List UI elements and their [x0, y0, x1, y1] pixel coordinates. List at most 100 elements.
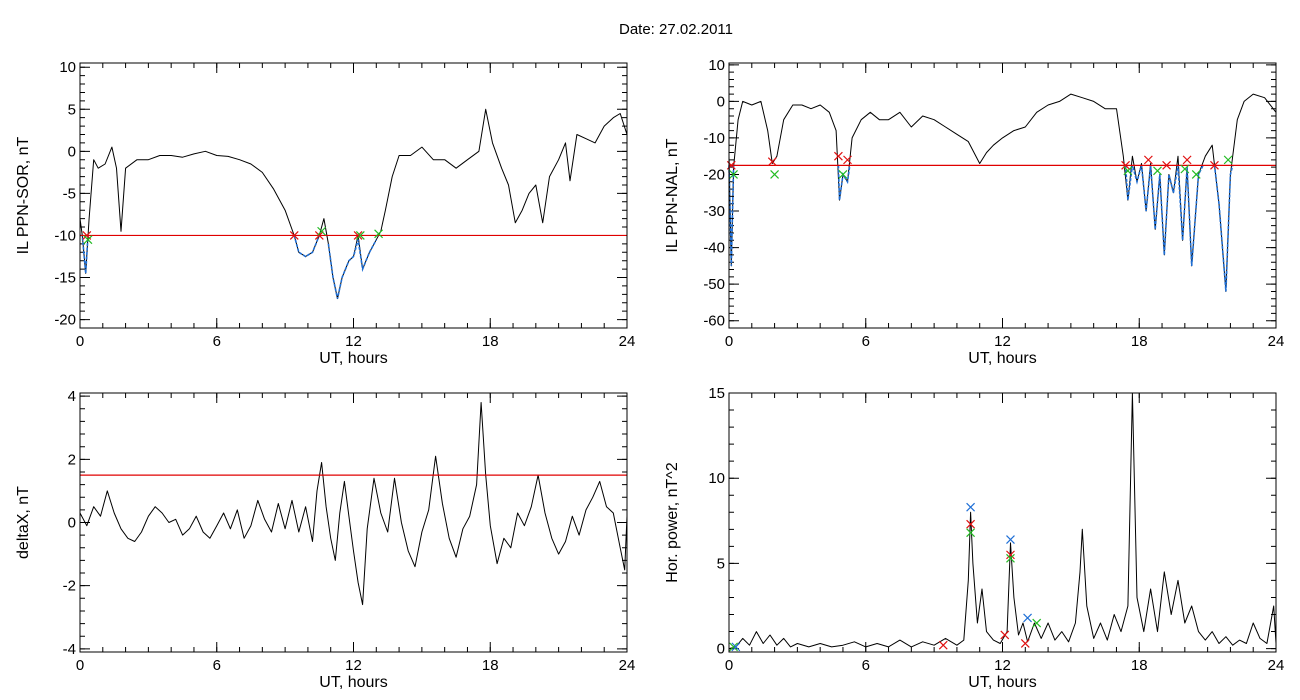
marker-blue: [1006, 535, 1015, 544]
panel-il-ppn-nal: 0 6 12 18 24 10 0 -10 -20 -30 -40 -50 -60 UT, hours IL…: [664, 57, 1284, 367]
marker-green: [770, 170, 780, 179]
marker-blue: [1023, 613, 1032, 623]
y-tick-label: -30: [703, 203, 725, 220]
marker-red: [1006, 550, 1015, 560]
x-tick-label: 12: [345, 657, 362, 674]
x-tick-label: 0: [76, 333, 84, 350]
x-tick-label: 6: [862, 657, 870, 674]
x-axis-label: UT, hours: [968, 674, 1036, 691]
plot-frame: [728, 392, 1277, 653]
marker-red: [767, 157, 777, 167]
y-tick-label: -50: [703, 276, 725, 293]
y-tick-label: -20: [54, 312, 76, 329]
x-axis-label: UT, hours: [319, 674, 387, 691]
x-tick-label: 24: [1268, 657, 1285, 674]
marker-green: [317, 226, 327, 236]
x-axis-label: UT, hours: [968, 350, 1036, 367]
y-axis-label: IL PPN-SOR, nT: [15, 136, 32, 254]
below-threshold-segment: [837, 165, 851, 201]
x-tick-label: 24: [619, 657, 636, 674]
y-tick-label: -10: [703, 130, 725, 147]
plot-frame: [79, 392, 628, 653]
y-axis-label: IL PPN-NAL, nT: [664, 138, 681, 252]
panel-deltax: 0 6 12 18 24 4 2 0 -2 -4 UT, hours deltaX, nT: [15, 388, 635, 691]
y-tick-label: -4: [63, 641, 76, 658]
marker-red: [1000, 630, 1010, 640]
data-trace: [728, 93, 1277, 292]
y-tick-label: 5: [68, 101, 76, 118]
marker-red: [938, 640, 948, 650]
marker-red: [1143, 155, 1153, 165]
marker-blue: [966, 502, 976, 512]
marker-green: [355, 231, 365, 240]
marker-green: [966, 528, 976, 538]
marker-red: [966, 519, 976, 529]
plot-frame: [728, 62, 1277, 329]
y-tick-label: -2: [63, 578, 76, 595]
marker-green: [729, 170, 738, 179]
x-tick-label: 18: [482, 657, 499, 674]
plot-frame: [79, 62, 628, 329]
y-axis-label: Hor. power, nT^2: [664, 462, 681, 583]
data-trace: [728, 392, 1277, 650]
minor-ticks: [79, 393, 628, 652]
marker-green: [1180, 164, 1190, 174]
marker-green: [83, 235, 93, 245]
below-threshold-segment: [728, 165, 735, 266]
x-tick-label: 0: [76, 657, 84, 674]
marker-red: [289, 231, 299, 240]
x-tick-label: 0: [725, 657, 733, 674]
marker-red: [1020, 639, 1030, 648]
marker-red: [314, 231, 324, 240]
minor-ticks: [728, 63, 1277, 329]
y-tick-label: -40: [703, 240, 725, 257]
x-tick-label: 12: [345, 333, 362, 350]
below-threshold-segment: [293, 235, 321, 258]
marker-red: [1182, 155, 1192, 165]
panel-hor-power: 0 6 12 18 24 15 10 5 0 UT, hours Hor. power, nT^2: [664, 385, 1284, 691]
y-tick-label: 0: [717, 641, 725, 658]
marker-red: [1162, 160, 1172, 170]
marker-blue: [731, 642, 741, 652]
marker-green: [1191, 170, 1201, 179]
marker-red: [1121, 160, 1130, 170]
marker-green: [1032, 618, 1042, 628]
x-tick-label: 6: [862, 333, 870, 350]
figure-title: Date: 27.02.2011: [619, 21, 733, 38]
minor-ticks: [79, 63, 628, 329]
y-tick-label: -10: [54, 227, 76, 244]
marker-green: [1006, 553, 1015, 563]
y-tick-label: 10: [59, 59, 76, 76]
y-tick-label: 4: [68, 388, 76, 405]
below-threshold-segment: [327, 239, 378, 299]
x-tick-label: 6: [213, 333, 221, 350]
y-tick-label: 10: [708, 470, 725, 487]
x-tick-label: 12: [994, 333, 1011, 350]
marker-green: [729, 642, 738, 652]
marker-red: [1210, 160, 1219, 170]
x-axis-label: UT, hours: [319, 350, 387, 367]
y-tick-label: 0: [68, 515, 76, 532]
marker-green: [1153, 166, 1162, 176]
marker-green: [1123, 166, 1133, 176]
marker-red: [833, 151, 843, 161]
marker-red: [353, 231, 363, 240]
y-tick-label: 0: [68, 143, 76, 160]
panel-il-ppn-sor: 0 6 12 18 24 10 5 0 -5 -10 -15 -20 UT, hours IL PPN-S…: [15, 59, 635, 367]
y-tick-label: -20: [703, 166, 725, 183]
y-tick-label: 5: [717, 555, 725, 572]
x-tick-label: 18: [482, 333, 499, 350]
y-tick-label: 15: [708, 385, 725, 402]
x-tick-label: 18: [1131, 657, 1148, 674]
y-tick-label: 0: [717, 93, 725, 110]
marker-red: [843, 155, 852, 165]
below-threshold-segment: [1213, 165, 1234, 292]
marker-green: [838, 170, 848, 179]
x-tick-label: 0: [725, 333, 733, 350]
data-trace: [79, 108, 628, 300]
x-tick-label: 24: [1268, 333, 1285, 350]
y-tick-label: -15: [54, 270, 76, 287]
x-tick-label: 24: [619, 333, 636, 350]
x-tick-label: 18: [1131, 333, 1148, 350]
